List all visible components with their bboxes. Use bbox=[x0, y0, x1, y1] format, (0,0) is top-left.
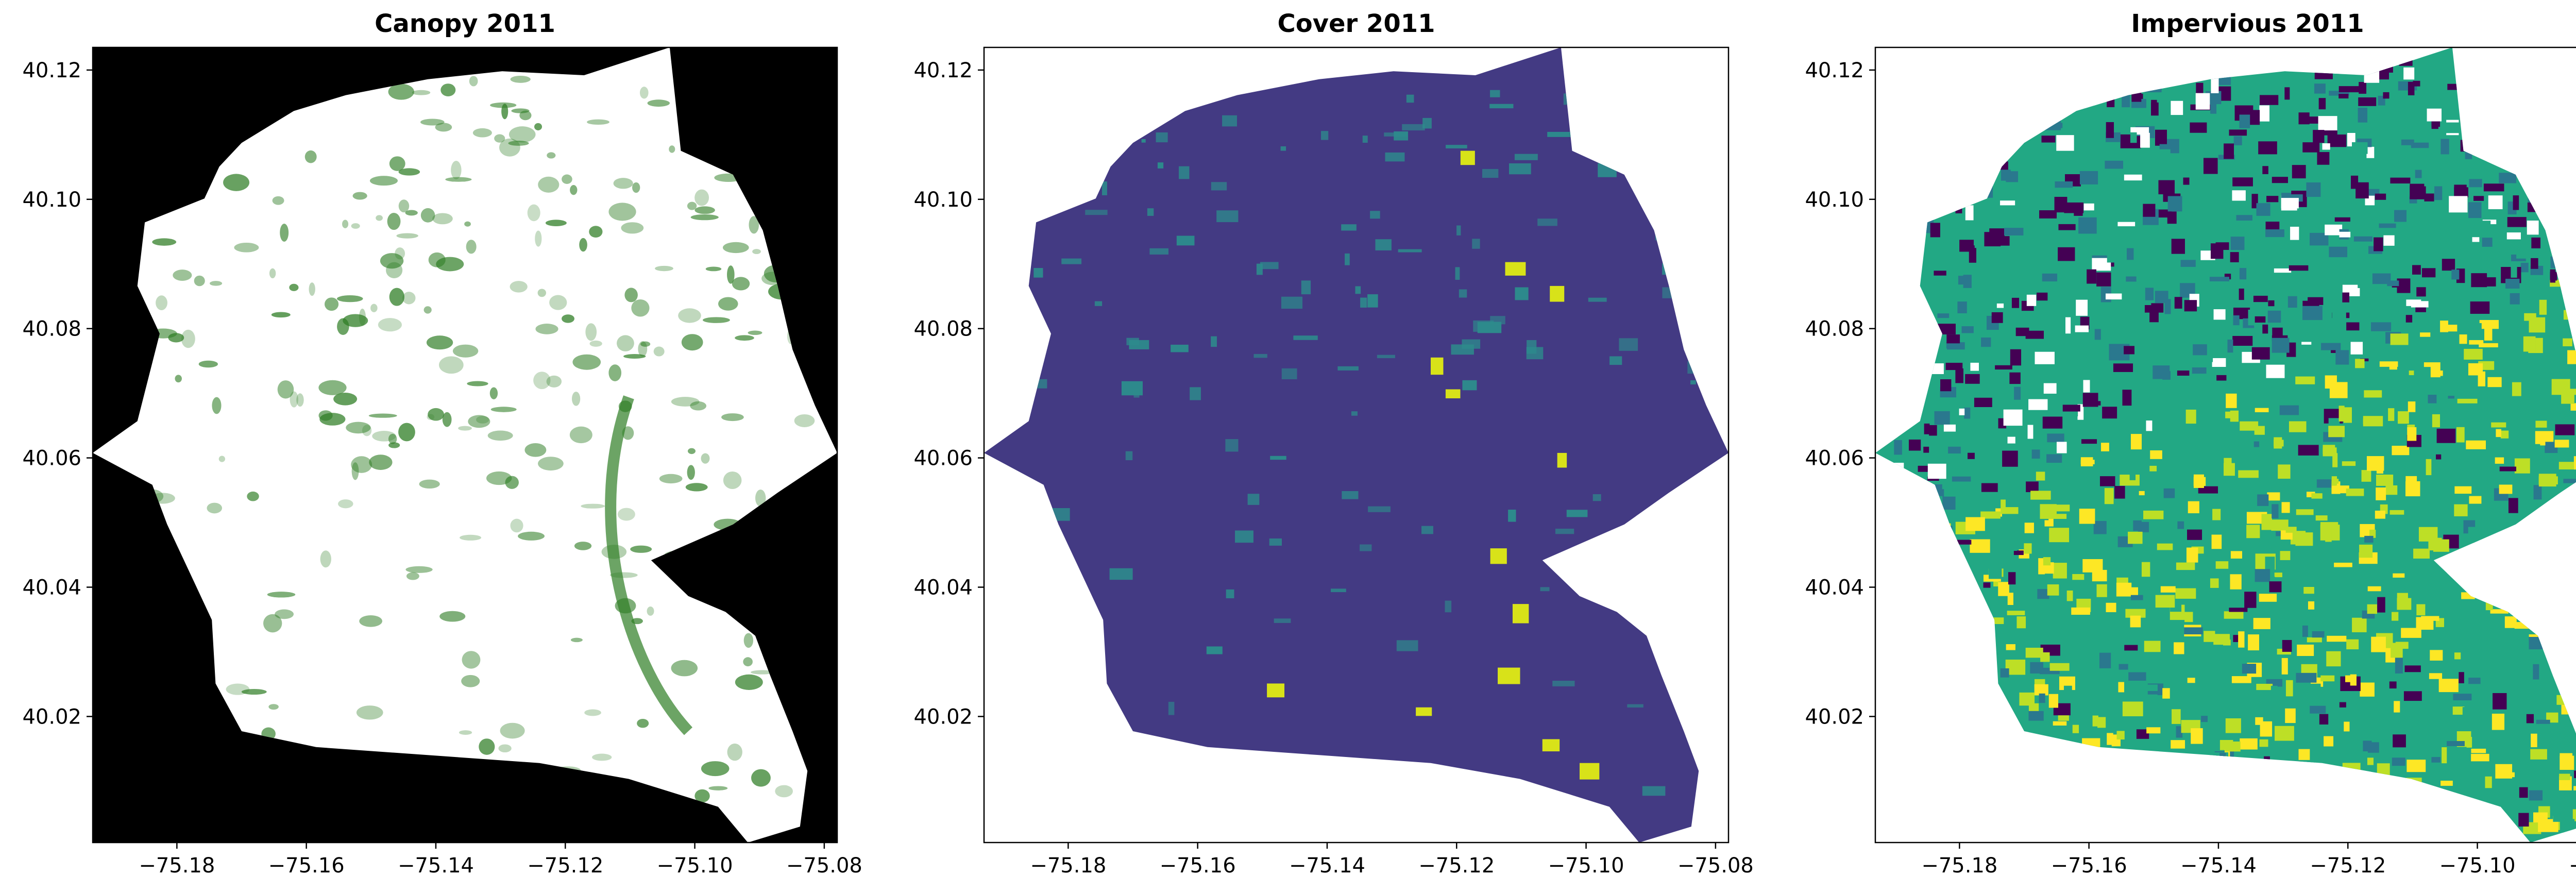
y-tick-label: 40.10 bbox=[1805, 188, 1864, 212]
region-fill bbox=[984, 47, 1728, 843]
axes-frame bbox=[983, 46, 1730, 844]
x-tick-label: −75.12 bbox=[2310, 854, 2386, 878]
x-tick-label: −75.12 bbox=[527, 854, 603, 878]
y-tick-label: 40.12 bbox=[913, 59, 973, 82]
canopy-plot: −75.18 −75.16 −75.14 −75.12 −75.10 −75.08 40.0… bbox=[22, 46, 862, 878]
y-tick-label: 40.08 bbox=[22, 317, 81, 341]
y-tick-label: 40.06 bbox=[1805, 447, 1864, 470]
x-tick-label: −75.10 bbox=[1548, 854, 1624, 878]
y-tick-label: 40.10 bbox=[22, 188, 81, 212]
cover-plot: −75.18 −75.16 −75.14 −75.12 −75.10 −75.08 40.0… bbox=[913, 46, 1754, 878]
x-tick-label: −75.08 bbox=[786, 854, 862, 878]
region-fill bbox=[93, 47, 837, 843]
y-tick-label: 40.04 bbox=[913, 576, 973, 599]
x-tick-label: −75.10 bbox=[657, 854, 733, 878]
y-tick-label: 40.02 bbox=[22, 705, 81, 729]
y-tick-label: 40.12 bbox=[1805, 59, 1864, 82]
panel-title: Impervious 2011 bbox=[2131, 9, 2364, 38]
y-tick-label: 40.08 bbox=[913, 317, 973, 341]
x-tick-label: −75.14 bbox=[398, 854, 474, 878]
canopy-panel: Canopy 2011 −75.18 −75.16 −75.14 −75.12 −75.… bbox=[0, 0, 886, 892]
x-tick-label: −75.16 bbox=[2051, 854, 2127, 878]
y-tick-label: 40.02 bbox=[913, 705, 973, 729]
panel-title: Canopy 2011 bbox=[375, 9, 555, 38]
y-tick-label: 40.06 bbox=[22, 447, 81, 470]
y-tick-label: 40.04 bbox=[1805, 576, 1864, 599]
x-tick-label: −75.16 bbox=[268, 854, 345, 878]
y-tick-label: 40.02 bbox=[1805, 705, 1864, 729]
x-tick-label: −75.12 bbox=[1418, 854, 1495, 878]
x-tick-label: −75.08 bbox=[2569, 854, 2576, 878]
impervious-panel: Impervious 2011 −75.18 −75.16 −75.14 −75.12… bbox=[1772, 0, 2576, 892]
y-tick-label: 40.10 bbox=[913, 188, 973, 212]
y-tick-label: 40.12 bbox=[22, 59, 81, 82]
x-tick-label: −75.18 bbox=[139, 854, 215, 878]
axes-frame bbox=[92, 46, 838, 844]
axes-frame bbox=[1874, 46, 2576, 844]
x-tick-label: −75.16 bbox=[1160, 854, 1236, 878]
panel-title: Cover 2011 bbox=[1277, 9, 1435, 38]
y-tick-label: 40.04 bbox=[22, 576, 81, 599]
cover-panel: Cover 2011 −75.18 −75.16 −75.14 −75.12 −75.1… bbox=[886, 0, 1772, 892]
x-tick-label: −75.18 bbox=[1921, 854, 1997, 878]
x-tick-label: −75.18 bbox=[1030, 854, 1106, 878]
x-tick-label: −75.10 bbox=[2439, 854, 2516, 878]
impervious-plot: −75.18 −75.16 −75.14 −75.12 −75.10 −75.08 40.0… bbox=[1805, 46, 2576, 878]
x-tick-label: −75.08 bbox=[1677, 854, 1754, 878]
y-tick-label: 40.08 bbox=[1805, 317, 1864, 341]
y-tick-label: 40.06 bbox=[913, 447, 973, 470]
x-tick-label: −75.14 bbox=[2180, 854, 2257, 878]
x-tick-label: −75.14 bbox=[1289, 854, 1365, 878]
